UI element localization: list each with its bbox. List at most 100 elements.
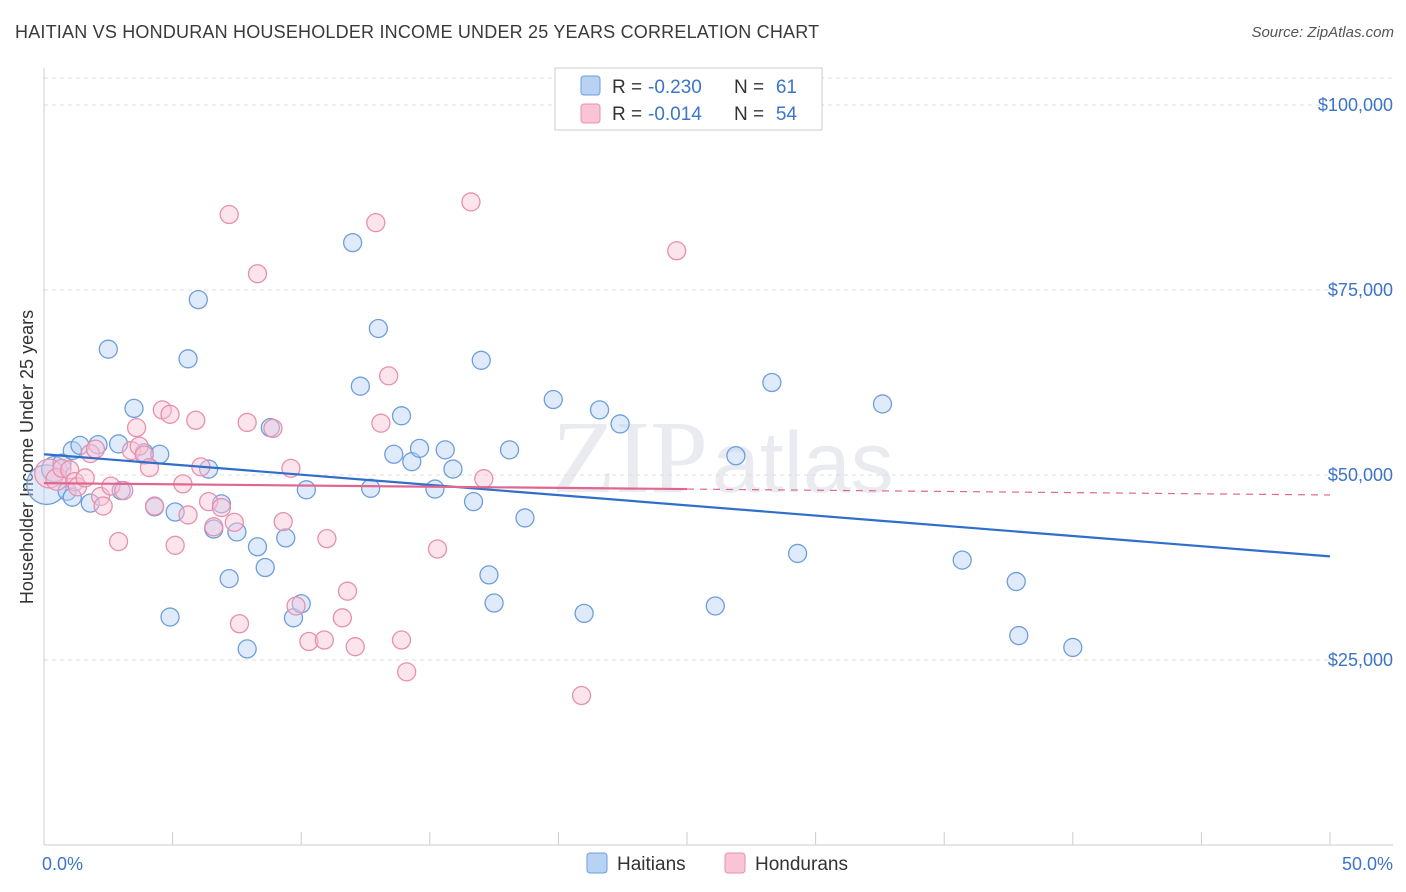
legend-n-value-haitians: 61	[776, 77, 797, 98]
legend-swatch-hondurans	[580, 103, 601, 124]
haitians-point-23	[219, 568, 239, 589]
legend-r-value-haitians: -0.230	[648, 77, 702, 98]
haitians-point-57	[787, 543, 808, 564]
hondurans-point-0	[34, 458, 65, 489]
haitians-trend-line	[43, 453, 1331, 558]
legend-r-label-haitians: R =	[612, 77, 642, 98]
bottom-legend-swatch-haitians	[586, 852, 608, 874]
bottom-legend-label-hondurans: Hondurans	[755, 854, 848, 875]
haitians-point-52	[589, 400, 610, 420]
hondurans-point-44	[345, 637, 365, 657]
haitians-point-48	[499, 440, 520, 460]
haitians-point-4	[62, 487, 82, 507]
hondurans-point-38	[286, 596, 306, 616]
hondurans-point-40	[314, 630, 334, 650]
hondurans-point-33	[237, 412, 257, 433]
hondurans-point-54	[667, 241, 687, 261]
x-axis-ticks	[43, 832, 1331, 845]
hondurans-point-19	[144, 496, 165, 516]
watermark-atlas: atlas	[712, 415, 894, 511]
haitians-point-19	[188, 289, 208, 310]
haitians-point-51	[574, 603, 594, 624]
haitians-point-59	[952, 550, 972, 570]
hondurans-point-47	[378, 366, 399, 386]
watermark-zip: ZIP	[552, 400, 708, 515]
bottom-legend-swatch-hondurans	[724, 852, 746, 874]
hondurans-point-2	[52, 458, 72, 478]
hondurans-point-34	[247, 264, 268, 284]
haitians-point-18	[178, 349, 198, 369]
hondurans-point-35	[263, 418, 283, 439]
hondurans-point-46	[371, 413, 391, 433]
hondurans-point-32	[229, 614, 250, 634]
haitians-point-34	[350, 376, 371, 396]
legend-r-label-hondurans: R =	[612, 104, 642, 125]
hondurans-point-24	[178, 505, 198, 525]
haitians-point-32	[296, 480, 316, 500]
hondurans-point-16	[129, 436, 149, 456]
hondurans-point-29	[211, 497, 232, 518]
haitians-point-33	[342, 232, 363, 253]
hondurans-point-30	[219, 204, 239, 225]
hondurans-point-50	[427, 539, 448, 559]
haitians-point-53	[610, 414, 630, 434]
haitians-point-47	[484, 593, 504, 613]
hondurans-trend-line-dashed	[686, 488, 1331, 496]
grid-lines	[44, 77, 1393, 661]
hondurans-point-42	[332, 608, 353, 628]
haitians-point-36	[368, 318, 389, 339]
haitians-point-45	[471, 350, 491, 370]
hondurans-point-36	[273, 511, 293, 532]
haitians-point-27	[255, 557, 275, 578]
hondurans-point-17	[134, 445, 154, 465]
y-tick-labels: $25,000 $50,000 $75,000 $100,000	[1318, 95, 1393, 670]
haitians-point-44	[463, 491, 484, 512]
legend-swatch-haitians	[580, 75, 601, 96]
hondurans-point-3	[60, 460, 80, 480]
haitians-point-49	[515, 508, 535, 528]
haitians-point-12	[124, 398, 144, 419]
haitians-point-61	[1009, 625, 1029, 646]
hondurans-point-51	[461, 192, 481, 212]
trend-lines	[43, 453, 1331, 558]
x-tick-label-max: 50.0%	[1342, 854, 1393, 874]
source-credit: Source: ZipAtlas.com	[1251, 24, 1394, 41]
haitians-point-25	[237, 639, 257, 659]
hondurans-point-41	[317, 528, 337, 549]
hondurans-trend-line	[43, 482, 688, 491]
hondurans-point-13	[114, 480, 134, 501]
hondurans-point-39	[299, 631, 319, 652]
haitians-point-42	[435, 440, 455, 460]
hondurans-point-12	[108, 531, 129, 552]
hondurans-point-22	[165, 535, 185, 555]
haitians-point-41	[425, 479, 445, 499]
hondurans-point-49	[397, 662, 417, 682]
haitians-point-56	[762, 372, 782, 393]
haitians-point-54	[705, 596, 725, 616]
hondurans-point-53	[571, 685, 592, 706]
haitians-point-26	[247, 537, 268, 557]
haitians-point-55	[726, 446, 746, 466]
haitians-point-62	[1063, 637, 1083, 658]
hondurans-point-43	[337, 581, 358, 601]
haitians-point-29	[276, 528, 296, 548]
haitians-point-60	[1006, 571, 1026, 592]
haitians-point-40	[409, 438, 430, 459]
series-legend: Haitians Hondurans	[586, 852, 848, 875]
haitians-point-2	[52, 453, 72, 473]
y-tick-label-50000: $50,000	[1328, 465, 1393, 485]
y-tick-label-75000: $75,000	[1328, 280, 1393, 300]
hondurans-point-52	[474, 469, 494, 489]
haitians-point-43	[443, 459, 463, 479]
y-tick-label-100000: $100,000	[1318, 95, 1393, 115]
hondurans-point-21	[160, 404, 180, 424]
legend-n-value-hondurans: 54	[776, 104, 798, 125]
x-tick-label-min: 0.0%	[42, 854, 83, 874]
hondurans-point-28	[204, 517, 224, 537]
bottom-legend-label-haitians: Haitians	[617, 854, 686, 875]
y-axis-label: Householder Income Under 25 years	[17, 310, 37, 604]
haitians-point-38	[391, 406, 412, 426]
haitians-point-50	[543, 389, 563, 410]
haitians-point-37	[384, 444, 404, 464]
